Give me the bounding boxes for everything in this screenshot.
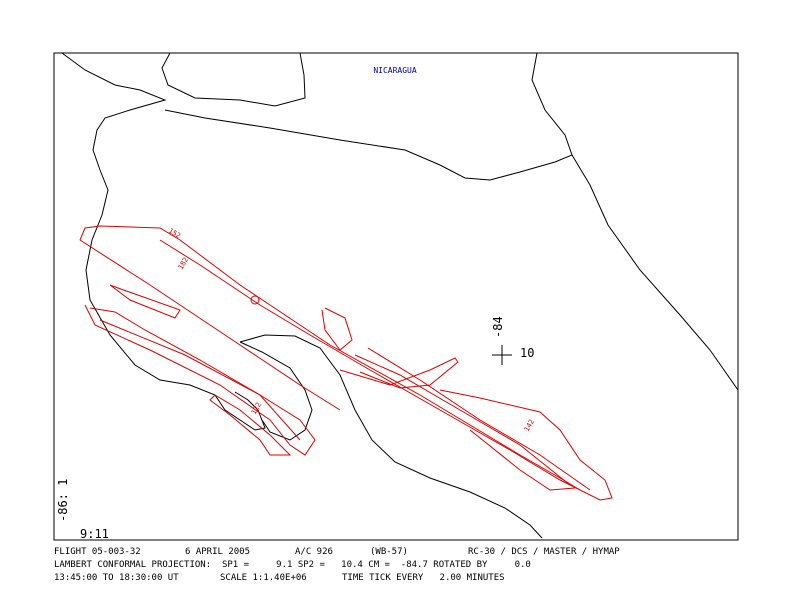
footer-text: A/C 926 — [295, 547, 333, 557]
footer-text: FLIGHT 05-003-32 — [54, 547, 141, 557]
footer-text: 13:45:00 TO 18:30:00 UT — [54, 573, 179, 583]
footer-text: LAMBERT CONFORMAL PROJECTION: SP1 = 9.1 … — [54, 560, 531, 570]
map-frame — [53, 52, 739, 541]
track-label: 152 — [167, 227, 182, 240]
track-label: 142 — [523, 418, 536, 433]
country-label: NICARAGUA — [373, 66, 417, 75]
corner-label: -86: 1 — [56, 479, 70, 522]
footer-text: RC-30 / DCS / MASTER / HYMAP — [468, 547, 620, 557]
footer-text: SCALE 1:1.40E+06 — [220, 573, 307, 583]
lon-label: -84 — [491, 316, 505, 338]
coastlines — [61, 52, 739, 539]
track-label: 182 — [177, 256, 190, 271]
lonlat-cross — [492, 345, 512, 365]
footer-text: 6 APRIL 2005 — [185, 547, 250, 557]
time-label: 9:11 — [80, 527, 109, 541]
footer-text: (WB-57) — [370, 547, 408, 557]
footer-text: TIME TICK EVERY 2.00 MINUTES — [342, 573, 505, 583]
footer: FLIGHT 05-003-32 6 APRIL 2005 A/C 926 (W… — [54, 547, 620, 583]
flight-track — [79, 225, 613, 501]
lat-label: 10 — [520, 346, 534, 360]
